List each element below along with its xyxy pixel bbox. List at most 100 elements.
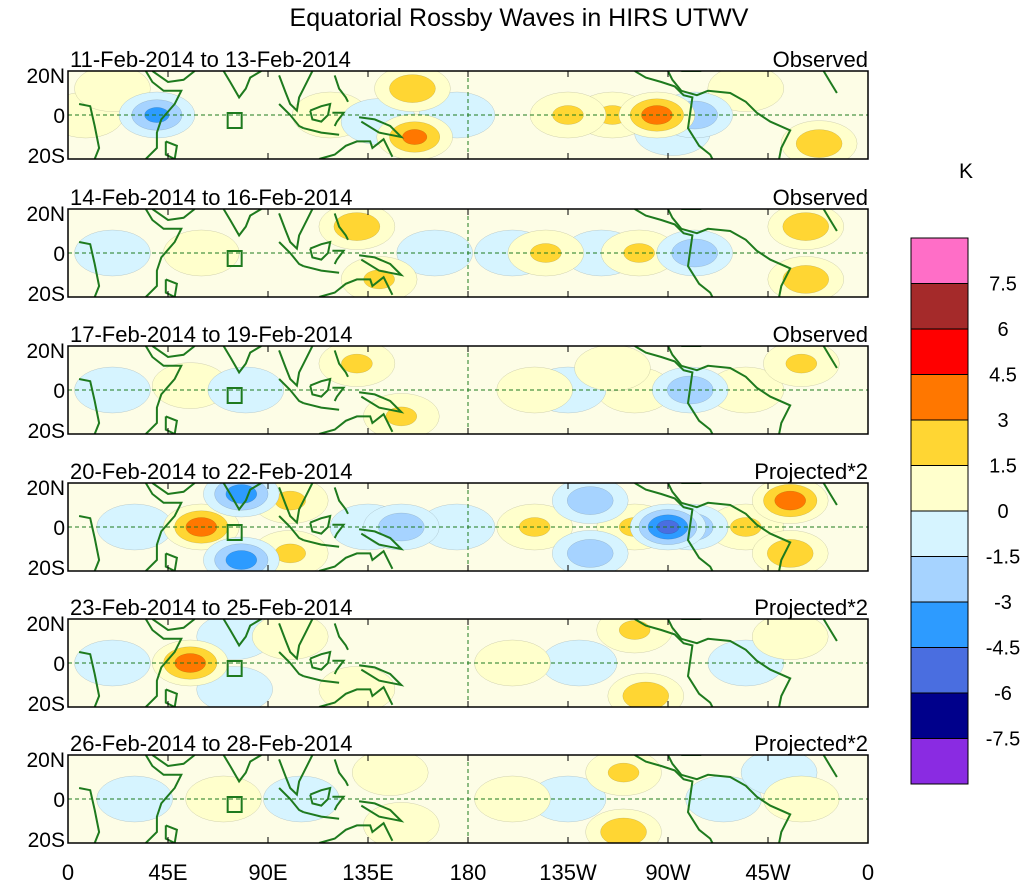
coastline [667,483,792,571]
coastline [822,619,838,642]
coastline [144,483,183,571]
coastline [151,209,196,222]
coastline [278,209,314,251]
coastline [332,795,346,811]
coastline [318,275,394,297]
x-tick-label: 135E [342,860,393,885]
contour-cell [622,681,670,707]
colorbar-level: -1.5 [986,547,1020,569]
colorbar-swatch [910,328,969,375]
panel-2: 20N 0 20S 14-Feb-2014 to 16-Feb-2014 Observe… [26,185,869,306]
y-tick-label: 20N [26,613,65,636]
y-tick-label: 20S [28,283,65,306]
coastline [78,787,101,843]
contour-cell [566,539,614,568]
region-box [226,112,243,129]
coastline [278,619,314,661]
x-tick-label: 0 [62,860,74,885]
coastline [164,278,179,297]
coastline [822,483,838,506]
contour-cell [782,212,830,241]
x-tick-label: 90W [645,860,690,885]
coastline [303,265,340,274]
panel-period: 17-Feb-2014 to 19-Feb-2014 [70,322,353,347]
coastline [822,209,838,232]
colorbar-level: 1.5 [989,456,1017,478]
panel-5: 20N 0 20S 23-Feb-2014 to 25-Feb-2014 Project… [26,595,869,716]
region-box [226,796,243,813]
y-tick-label: 20S [28,557,65,580]
contour-cell [385,406,418,427]
y-tick-label: 20N [26,477,65,500]
panel-label: Observed [773,322,868,347]
coastline [332,249,346,265]
coastline [634,483,714,571]
contour-cell [225,550,258,570]
coastline [303,811,340,820]
coastline [144,346,183,434]
region-box [226,524,243,541]
y-tick-label: 0 [53,789,65,812]
y-tick-label: 20N [26,749,65,772]
y-tick-label: 20S [28,693,65,716]
coastline [358,254,405,277]
coastline [164,688,179,707]
colorbar: 7.5 6 4.5 3 1.5 0 -1.5 -3 -4.5 -6 -7.5 [910,237,1020,785]
coastline [318,137,394,159]
contour-cell [751,619,829,660]
coastline [78,515,101,571]
coastline [318,685,394,707]
contour-cell [785,353,818,374]
coastline [333,623,349,651]
coastline [151,71,196,84]
panel-label: Projected*2 [754,459,868,484]
y-tick-label: 0 [53,517,65,540]
contour-cell [656,519,680,535]
coastline [332,386,346,402]
panel-3: 20N 0 20S 17-Feb-2014 to 19-Feb-2014 Observe… [26,322,869,443]
coastline [164,415,179,434]
coastline [358,800,405,823]
coastline [822,346,838,369]
coastline [358,391,405,414]
x-tick-label: 135W [539,860,597,885]
coastline [222,483,262,512]
colorbar-swatch [910,465,969,512]
colorbar-swatch [910,283,969,330]
contour-cell [363,802,440,843]
coastline [332,111,346,127]
coastline [634,619,714,707]
coastline [667,209,792,297]
coastline [358,528,405,551]
colorbar-level: 0 [997,501,1008,523]
y-tick-label: 20S [28,145,65,168]
coastline [318,549,394,571]
panel-period: 11-Feb-2014 to 13-Feb-2014 [70,47,351,72]
colorbar-swatch [910,556,969,603]
coastline [667,71,792,159]
coastline [144,755,183,843]
colorbar-units: K [959,160,973,183]
y-tick-label: 20S [28,420,65,443]
y-tick-label: 0 [53,380,65,403]
coastline [333,487,349,515]
panel-6: 20N 0 20S 26-Feb-2014 to 28-Feb-2014 Project… [26,731,869,852]
contour-cell [318,666,396,707]
coastline [222,619,262,648]
colorbar-swatch [910,692,969,739]
contour-cell [402,129,428,145]
coastline [333,350,349,378]
coastline [332,523,346,539]
coastline [303,127,340,136]
coastline [78,378,101,434]
x-tick-label: 45E [148,860,187,885]
coastline [333,759,349,787]
contour-cell [766,539,814,568]
panel-4: 20N 0 20S 20-Feb-2014 to 22-Feb-2014 Project… [26,459,869,580]
panel-1: 20N 0 20S 11-Feb-2014 to 13-Feb-2014 Observe… [26,47,869,168]
coastline [278,103,305,130]
y-tick-label: 20S [28,829,65,852]
coastline [144,619,183,707]
coastline [278,378,305,405]
